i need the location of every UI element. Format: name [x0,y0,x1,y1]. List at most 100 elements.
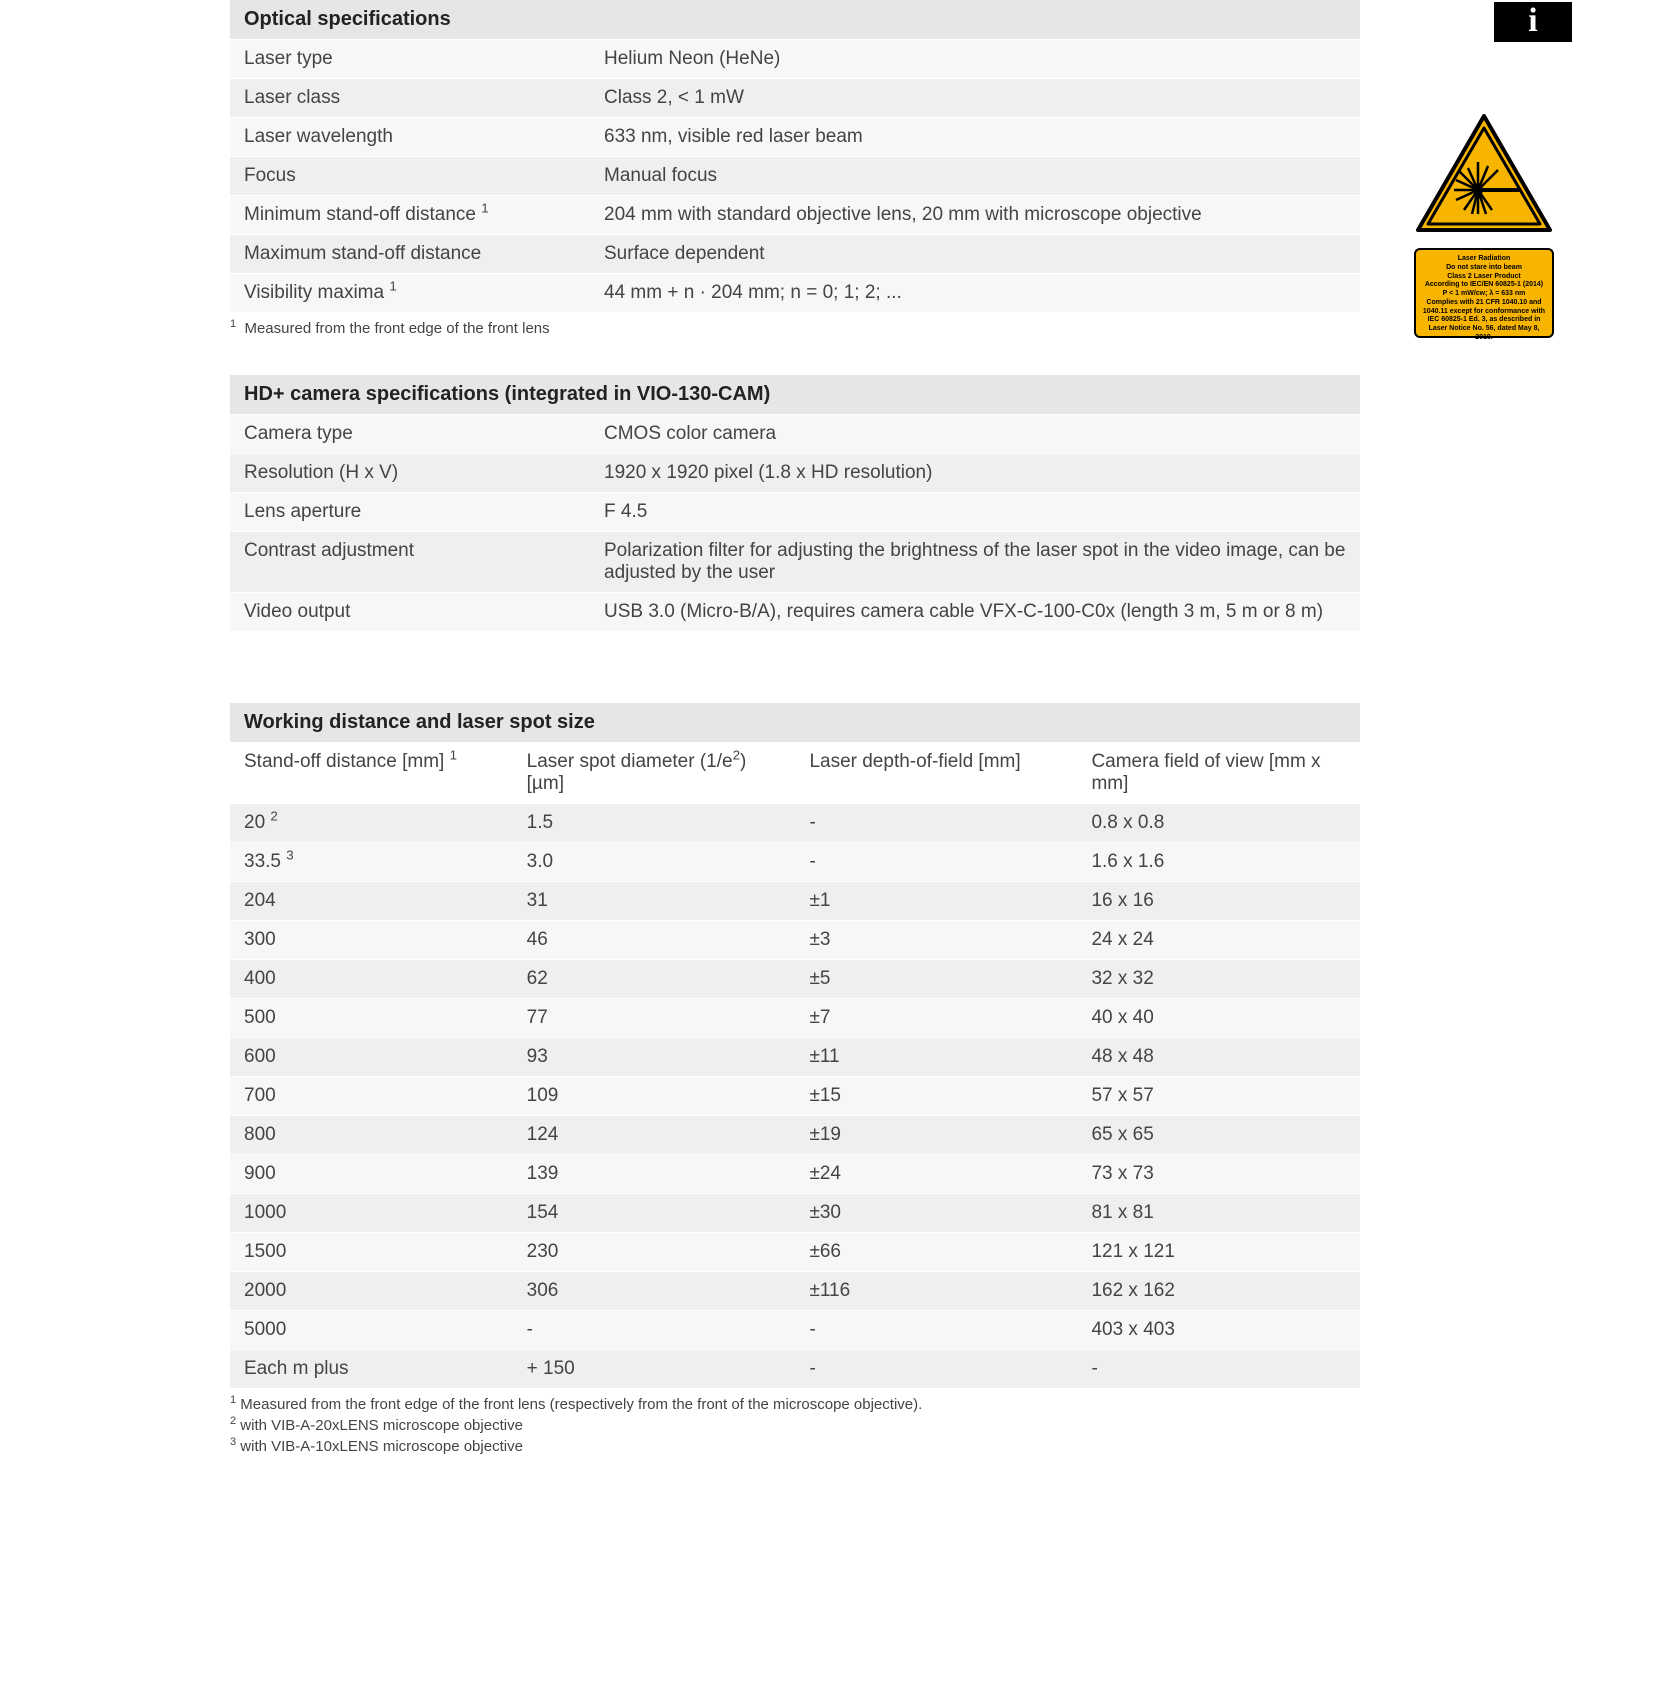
table-cell: 20 2 [230,804,513,843]
table-cell: 600 [230,1038,513,1077]
table-cell: 73 x 73 [1077,1155,1360,1194]
column-header: Laser spot diameter (1/e2) [µm] [513,743,796,804]
table-cell: 62 [513,960,796,999]
table-cell: 40 x 40 [1077,999,1360,1038]
table-cell: 57 x 57 [1077,1077,1360,1116]
table-cell: 2000 [230,1272,513,1311]
table-cell: - [795,804,1077,843]
table-cell: 121 x 121 [1077,1233,1360,1272]
camera-spec-table: Camera typeCMOS color cameraResolution (… [230,414,1360,631]
table-cell: ±24 [795,1155,1077,1194]
spec-label: Video output [230,593,590,632]
spec-label: Contrast adjustment [230,532,590,593]
table-cell: 24 x 24 [1077,921,1360,960]
spec-value: Class 2, < 1 mW [590,79,1360,118]
spec-value: 44 mm + n · 204 mm; n = 0; 1; 2; ... [590,274,1360,313]
table-cell: 32 x 32 [1077,960,1360,999]
table-cell: Each m plus [230,1350,513,1389]
spec-label: Minimum stand-off distance 1 [230,196,590,235]
table-cell: 1500 [230,1233,513,1272]
camera-section-title: HD+ camera specifications (integrated in… [230,375,1360,414]
table-cell: ±15 [795,1077,1077,1116]
table-cell: - [1077,1350,1360,1389]
table-cell: 109 [513,1077,796,1116]
spec-label: Camera type [230,415,590,454]
table-cell: 31 [513,882,796,921]
table-cell: 162 x 162 [1077,1272,1360,1311]
spec-value: F 4.5 [590,493,1360,532]
table-cell: 81 x 81 [1077,1194,1360,1233]
table-cell: 403 x 403 [1077,1311,1360,1350]
table-cell: 204 [230,882,513,921]
table-cell: 65 x 65 [1077,1116,1360,1155]
table-cell: 1.6 x 1.6 [1077,843,1360,882]
column-header: Camera field of view [mm x mm] [1077,743,1360,804]
optical-footnote: 1 Measured from the front edge of the fr… [230,318,1360,339]
table-cell: 1.5 [513,804,796,843]
optical-section-title: Optical specifications [230,0,1360,39]
column-header: Stand-off distance [mm] 1 [230,743,513,804]
table-cell: 33.5 3 [230,843,513,882]
table-cell: ±1 [795,882,1077,921]
table-cell: 46 [513,921,796,960]
table-cell: 300 [230,921,513,960]
spec-value: USB 3.0 (Micro-B/A), requires camera cab… [590,593,1360,632]
spec-value: 204 mm with standard objective lens, 20 … [590,196,1360,235]
spec-value: CMOS color camera [590,415,1360,454]
table-cell: ±3 [795,921,1077,960]
table-cell: 154 [513,1194,796,1233]
table-cell: 306 [513,1272,796,1311]
spec-value: Polarization filter for adjusting the br… [590,532,1360,593]
spec-label: Laser class [230,79,590,118]
table-cell: - [795,1311,1077,1350]
column-header: Laser depth-of-field [mm] [795,743,1077,804]
table-cell: 16 x 16 [1077,882,1360,921]
table-cell: 124 [513,1116,796,1155]
table-cell: + 150 [513,1350,796,1389]
table-cell: ±7 [795,999,1077,1038]
table-cell: 0.8 x 0.8 [1077,804,1360,843]
table-cell: 48 x 48 [1077,1038,1360,1077]
table-cell: 700 [230,1077,513,1116]
spec-value: Surface dependent [590,235,1360,274]
spec-label: Maximum stand-off distance [230,235,590,274]
spec-label: Visibility maxima 1 [230,274,590,313]
spec-label: Lens aperture [230,493,590,532]
table-cell: ±116 [795,1272,1077,1311]
spec-value: 633 nm, visible red laser beam [590,118,1360,157]
info-icon: i [1494,2,1572,42]
working-section-title: Working distance and laser spot size [230,703,1360,742]
working-distance-table: Stand-off distance [mm] 1Laser spot diam… [230,742,1360,1388]
table-cell: 139 [513,1155,796,1194]
table-cell: ±30 [795,1194,1077,1233]
table-cell: ±19 [795,1116,1077,1155]
table-cell: ±5 [795,960,1077,999]
spec-label: Focus [230,157,590,196]
spec-value: 1920 x 1920 pixel (1.8 x HD resolution) [590,454,1360,493]
table-cell: - [513,1311,796,1350]
table-cell: - [795,843,1077,882]
table-cell: 500 [230,999,513,1038]
laser-warning-triangle-icon [1414,112,1554,234]
spec-value: Helium Neon (HeNe) [590,40,1360,79]
table-cell: ±66 [795,1233,1077,1272]
spec-label: Resolution (H x V) [230,454,590,493]
table-cell: 77 [513,999,796,1038]
table-cell: 900 [230,1155,513,1194]
spec-value: Manual focus [590,157,1360,196]
laser-warning-label: Laser RadiationDo not stare into beamCla… [1414,248,1554,338]
table-cell: 800 [230,1116,513,1155]
working-footnotes: 1 Measured from the front edge of the fr… [230,1394,1360,1457]
table-cell: 400 [230,960,513,999]
side-panel: i [1414,2,1554,338]
optical-spec-table: Laser typeHelium Neon (HeNe)Laser classC… [230,39,1360,312]
table-cell: 1000 [230,1194,513,1233]
table-cell: 3.0 [513,843,796,882]
table-cell: - [795,1350,1077,1389]
table-cell: 93 [513,1038,796,1077]
table-cell: 5000 [230,1311,513,1350]
table-cell: 230 [513,1233,796,1272]
table-cell: ±11 [795,1038,1077,1077]
spec-label: Laser wavelength [230,118,590,157]
spec-label: Laser type [230,40,590,79]
